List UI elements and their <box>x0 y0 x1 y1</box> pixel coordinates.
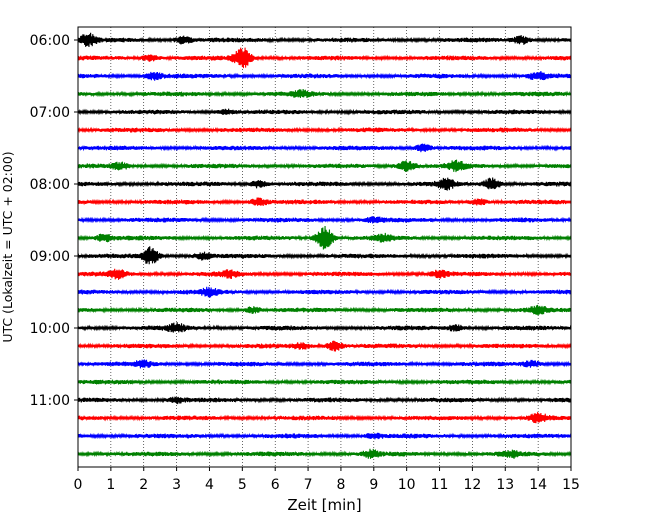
x-tick-label: 0 <box>74 477 83 493</box>
trace-line <box>77 359 572 369</box>
y-tick-label: 07:00 <box>30 105 70 121</box>
trace-line <box>77 340 572 352</box>
y-tick-label: 06:00 <box>30 33 70 49</box>
trace-line <box>77 143 572 153</box>
trace-line <box>77 226 572 250</box>
trace-line <box>77 448 572 459</box>
x-tick-label: 8 <box>336 477 345 493</box>
trace-line <box>77 412 572 424</box>
trace-line <box>77 216 572 224</box>
trace-line <box>77 71 572 81</box>
x-tick-label: 13 <box>496 477 514 493</box>
x-tick-label: 2 <box>139 477 148 493</box>
trace-line <box>77 304 572 316</box>
trace-line <box>77 396 572 405</box>
x-tick-label: 5 <box>238 477 247 493</box>
trace-line <box>77 286 572 298</box>
x-tick-label: 4 <box>205 477 214 493</box>
trace-line <box>77 47 572 69</box>
x-tick-label: 3 <box>172 477 181 493</box>
y-axis-label: UTC (Lokalzeit = UTC + 02:00) <box>0 151 15 342</box>
y-tick-label: 08:00 <box>30 177 70 193</box>
x-tick-label: 14 <box>529 477 547 493</box>
plot-frame <box>77 26 572 468</box>
vertical-gridlines <box>110 27 539 467</box>
x-axis-ticks: 0 1 2 3 4 5 6 7 8 9 10 11 12 13 14 15 <box>74 467 580 493</box>
trace-line <box>77 126 572 134</box>
seismogram-traces <box>77 32 572 459</box>
x-tick-label: 7 <box>304 477 313 493</box>
trace-line <box>77 159 572 173</box>
x-tick-label: 9 <box>369 477 378 493</box>
x-tick-label: 12 <box>463 477 481 493</box>
trace-line <box>77 378 572 386</box>
y-tick-label: 09:00 <box>30 249 70 265</box>
x-axis-label: Zeit [min] <box>287 496 361 514</box>
trace-line <box>77 246 572 265</box>
trace-line <box>77 89 572 98</box>
y-tick-label: 11:00 <box>30 393 70 409</box>
trace-line <box>77 32 572 47</box>
trace-line <box>77 108 572 116</box>
x-tick-label: 1 <box>106 477 115 493</box>
x-tick-label: 15 <box>562 477 580 493</box>
x-tick-label: 6 <box>271 477 280 493</box>
trace-line <box>77 322 572 333</box>
trace-line <box>77 177 572 191</box>
trace-line <box>77 432 572 440</box>
x-tick-label: 11 <box>431 477 449 493</box>
trace-line <box>77 197 572 206</box>
x-tick-label: 10 <box>398 477 416 493</box>
trace-line <box>77 268 572 280</box>
y-tick-label: 10:00 <box>30 321 70 337</box>
y-axis-ticks: 06:00 07:00 08:00 09:00 10:00 11:00 <box>30 33 78 409</box>
